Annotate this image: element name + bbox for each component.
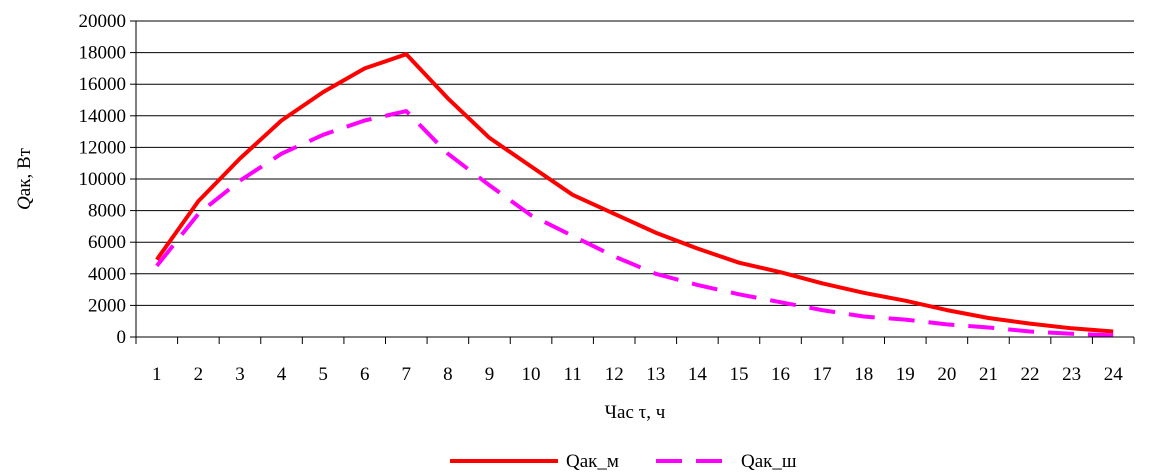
legend: Qак_м Qак_ш xyxy=(450,451,797,472)
y-axis-ticks: 0 2000 4000 6000 8000 10000 12000 14000 16000 180… xyxy=(79,11,136,348)
x-tick-label: 20 xyxy=(937,364,956,385)
x-tick-label: 15 xyxy=(729,364,748,385)
y-tick-label: 12000 xyxy=(79,137,127,158)
x-tick-label: 8 xyxy=(443,364,453,385)
x-tick-label: 4 xyxy=(277,364,287,385)
legend-label-2: Qак_ш xyxy=(741,451,797,472)
y-axis-title-italic: Q xyxy=(14,196,35,210)
x-tick-label: 24 xyxy=(1104,364,1124,385)
y-tick-label: 8000 xyxy=(88,201,126,222)
y-tick-label: 6000 xyxy=(88,232,126,253)
x-tick-label: 16 xyxy=(771,364,790,385)
x-tick-label: 23 xyxy=(1062,364,1081,385)
x-tick-label: 21 xyxy=(979,364,998,385)
y-tick-label: 0 xyxy=(117,327,127,348)
x-tick-label: 12 xyxy=(605,364,624,385)
x-axis-title: Час τ, ч xyxy=(605,402,666,423)
x-tick-label: 7 xyxy=(402,364,412,385)
x-tick-label: 14 xyxy=(688,364,708,385)
x-tick-label: 10 xyxy=(522,364,541,385)
x-tick-label: 6 xyxy=(360,364,370,385)
y-tick-label: 16000 xyxy=(79,74,127,95)
legend-label-1: Qак_м xyxy=(566,451,619,472)
x-tick-label: 13 xyxy=(646,364,665,385)
x-tick-label: 3 xyxy=(235,364,245,385)
y-tick-label: 20000 xyxy=(79,11,127,32)
grid-lines xyxy=(136,20,1134,306)
y-tick-label: 18000 xyxy=(79,43,127,64)
data-series xyxy=(155,52,1114,338)
x-tick-label: 11 xyxy=(563,364,581,385)
x-tick-label: 17 xyxy=(813,364,832,385)
x-tick-label: 1 xyxy=(152,364,162,385)
x-tick-label: 18 xyxy=(854,364,873,385)
y-tick-label: 10000 xyxy=(79,169,127,190)
series-line-2 xyxy=(155,109,1114,338)
y-axis-title: Qак, Вт xyxy=(14,147,35,210)
x-axis-ticks: 1 2 3 4 5 6 7 8 9 10 11 12 13 14 15 16 17 18 19 20 21 22 23 24 xyxy=(135,337,1135,385)
y-tick-label: 4000 xyxy=(88,264,126,285)
x-tick-label: 22 xyxy=(1021,364,1040,385)
x-tick-label: 5 xyxy=(318,364,328,385)
x-tick-label: 2 xyxy=(194,364,204,385)
y-tick-label: 2000 xyxy=(88,295,126,316)
x-tick-label: 19 xyxy=(896,364,915,385)
y-tick-label: 14000 xyxy=(79,106,127,127)
x-tick-label: 9 xyxy=(485,364,495,385)
series-line-1 xyxy=(155,52,1114,334)
y-axis-title-rest: ак, Вт xyxy=(14,147,35,196)
